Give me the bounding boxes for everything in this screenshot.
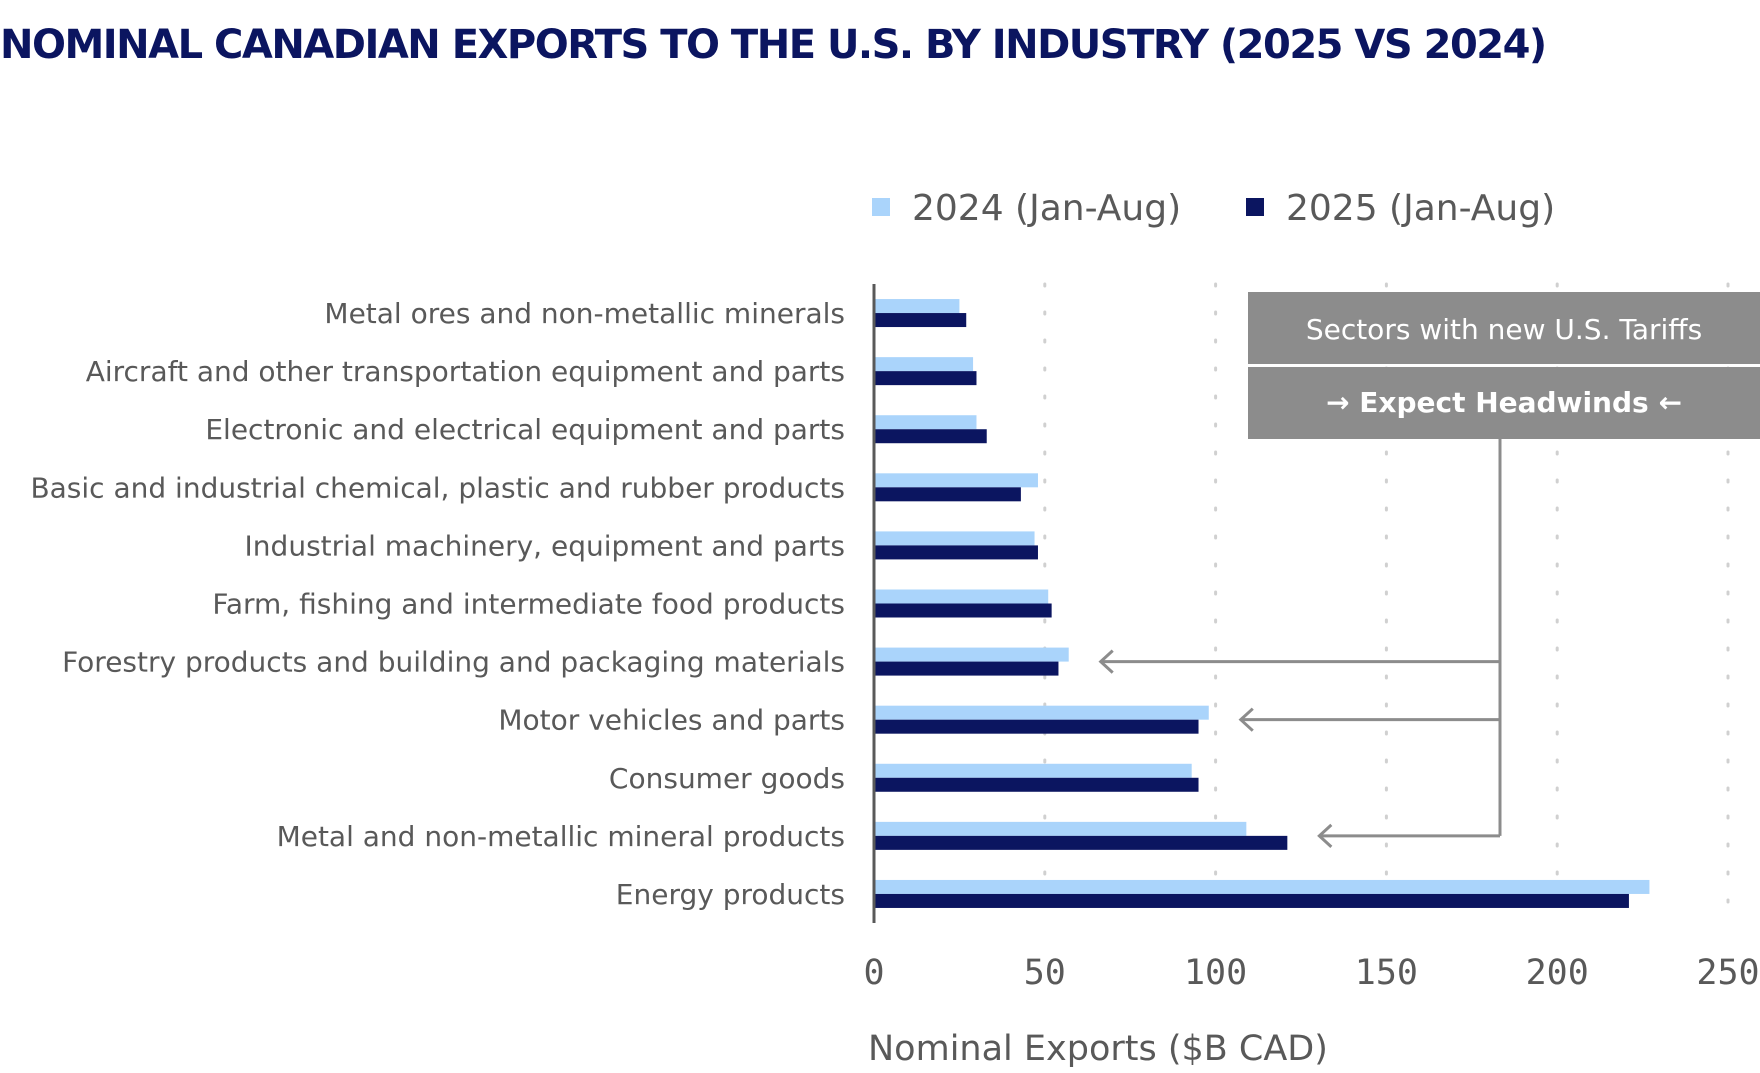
bar-2024	[874, 647, 1069, 662]
bar-2024	[874, 705, 1209, 720]
category-label: Basic and industrial chemical, plastic a…	[30, 471, 845, 504]
bar-2024	[874, 299, 960, 314]
bar-2025	[874, 429, 987, 444]
bar-2025	[874, 719, 1199, 734]
bar-2024	[874, 473, 1038, 488]
x-tick-label: 200	[1526, 953, 1589, 993]
bar-2024	[874, 763, 1192, 778]
bar-2024	[874, 531, 1035, 546]
legend-swatch-2025	[1246, 198, 1264, 216]
callout-line2: → Expect Headwinds ←	[1326, 386, 1682, 419]
callout-line2-label: Expect Headwinds	[1359, 386, 1648, 419]
bar-2025	[874, 603, 1052, 618]
category-label: Motor vehicles and parts	[498, 704, 845, 737]
bar-2025	[874, 777, 1199, 792]
arrow-left-icon	[1098, 649, 1114, 674]
bars	[874, 299, 1650, 908]
callout-box-bottom	[1248, 367, 1760, 439]
x-tick-label: 100	[1184, 953, 1247, 993]
bar-2025	[874, 835, 1288, 850]
category-label: Consumer goods	[609, 762, 845, 795]
category-label: Metal and non-metallic mineral products	[277, 820, 845, 853]
chart-title: NOMINAL CANADIAN EXPORTS TO THE U.S. BY …	[0, 22, 1547, 68]
legend: 2024 (Jan-Aug) 2025 (Jan-Aug)	[872, 188, 1555, 229]
bar-2025	[874, 487, 1021, 502]
category-label: Electronic and electrical equipment and …	[205, 413, 845, 446]
bar-2025	[874, 661, 1059, 676]
callout-arrows	[1098, 439, 1502, 848]
legend-swatch-2024	[872, 198, 890, 216]
category-label: Metal ores and non-metallic minerals	[324, 297, 845, 330]
category-labels: Metal ores and non-metallic minerals Airc…	[30, 297, 845, 911]
x-tick-label: 150	[1355, 953, 1418, 993]
bar-2025	[874, 371, 977, 386]
bar-2025	[874, 893, 1629, 908]
bar-2024	[874, 879, 1650, 894]
arrow-left-icon	[1317, 823, 1333, 848]
category-label: Industrial machinery, equipment and part…	[245, 529, 845, 562]
bar-2025	[874, 313, 967, 328]
category-label: Energy products	[616, 878, 845, 911]
bar-2024	[874, 357, 974, 372]
x-tick-label: 50	[1024, 953, 1066, 993]
bar-2024	[874, 415, 977, 430]
callout-line1: Sectors with new U.S. Tariffs	[1306, 313, 1702, 346]
legend-label-2024: 2024 (Jan-Aug)	[912, 188, 1181, 229]
bar-2024	[874, 821, 1247, 836]
bar-2024	[874, 589, 1049, 604]
callout-arrow-right-icon: →	[1326, 386, 1349, 419]
x-tick-label: 0	[863, 953, 884, 993]
category-label: Farm, fishing and intermediate food prod…	[212, 588, 845, 621]
x-tick-labels: 0 50 100 150 200 250	[863, 953, 1759, 993]
x-tick-label: 250	[1696, 953, 1759, 993]
gridlines	[1043, 282, 1730, 925]
bar-2025	[874, 545, 1038, 560]
legend-label-2025: 2025 (Jan-Aug)	[1286, 188, 1555, 229]
callout-arrow-left-icon: ←	[1658, 386, 1681, 419]
x-axis-title: Nominal Exports ($B CAD)	[868, 1029, 1328, 1069]
arrow-left-icon	[1238, 707, 1254, 732]
category-label: Aircraft and other transportation equipm…	[86, 355, 845, 388]
callout-box-top	[1248, 292, 1760, 364]
tariff-callout: Sectors with new U.S. Tariffs → Expect H…	[1098, 292, 1760, 848]
category-label: Forestry products and building and packa…	[62, 646, 845, 679]
